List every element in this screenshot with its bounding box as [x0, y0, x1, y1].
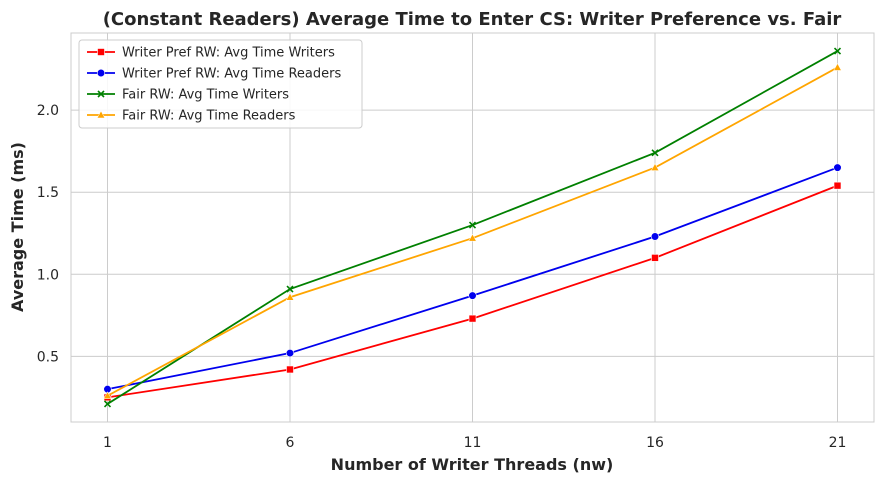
data-point	[468, 221, 477, 229]
y-tick-labels: 0.5 1.0 1.5 2.0	[37, 103, 59, 365]
data-point	[833, 47, 842, 55]
y-tick-label: 0.5	[37, 349, 59, 365]
series-group	[103, 47, 842, 408]
data-point	[103, 400, 112, 408]
series-4	[103, 62, 842, 399]
data-point	[833, 163, 842, 172]
legend-label: Fair RW: Avg Time Writers	[122, 88, 289, 103]
data-point	[468, 314, 477, 323]
legend-marker	[97, 48, 105, 56]
data-point	[650, 232, 660, 241]
data-point	[285, 348, 295, 358]
y-tick-label: 1.0	[37, 267, 59, 283]
chart-title: (Constant Readers) Average Time to Enter…	[103, 9, 842, 30]
data-point	[651, 149, 659, 157]
legend-label: Fair RW: Avg Time Readers	[122, 109, 296, 124]
legend-item: Fair RW: Avg Time Readers	[87, 109, 296, 124]
data-point	[286, 365, 294, 374]
data-point	[468, 233, 477, 242]
data-point	[651, 254, 659, 262]
plot-area	[70, 32, 875, 423]
legend-marker	[96, 110, 106, 119]
series-3	[103, 47, 842, 408]
data-point	[103, 391, 112, 399]
series-2	[103, 163, 842, 394]
y-axis-label: Average Time (ms)	[8, 142, 27, 312]
legend-marker	[96, 68, 106, 78]
x-tick-label: 1	[103, 435, 112, 451]
data-point	[650, 163, 660, 171]
legend-item: Writer Pref RW: Avg Time Readers	[87, 67, 341, 82]
y-tick-label: 2.0	[37, 103, 59, 119]
legend-item: Writer Pref RW: Avg Time Writers	[87, 46, 335, 61]
y-tick-label: 1.5	[37, 185, 59, 201]
legend-marker	[97, 90, 105, 98]
data-point	[468, 291, 477, 300]
x-tick-label: 6	[286, 435, 295, 451]
x-tick-label: 16	[646, 435, 664, 451]
x-tick-labels: 1 6 11 16 21	[103, 435, 846, 451]
legend-item: Fair RW: Avg Time Writers	[87, 88, 289, 103]
legend-label: Writer Pref RW: Avg Time Readers	[122, 67, 341, 82]
legend: Writer Pref RW: Avg Time Writers Writer P…	[78, 39, 363, 129]
x-tick-label: 21	[829, 435, 847, 451]
legend-label: Writer Pref RW: Avg Time Writers	[122, 46, 335, 61]
data-point	[833, 62, 842, 71]
x-axis-label: Number of Writer Threads (nw)	[331, 455, 614, 474]
plot-frame	[70, 32, 875, 423]
x-tick-label: 11	[464, 435, 482, 451]
data-point	[286, 285, 294, 293]
data-point	[285, 292, 295, 301]
data-point	[833, 181, 842, 190]
legend-box	[78, 39, 363, 129]
